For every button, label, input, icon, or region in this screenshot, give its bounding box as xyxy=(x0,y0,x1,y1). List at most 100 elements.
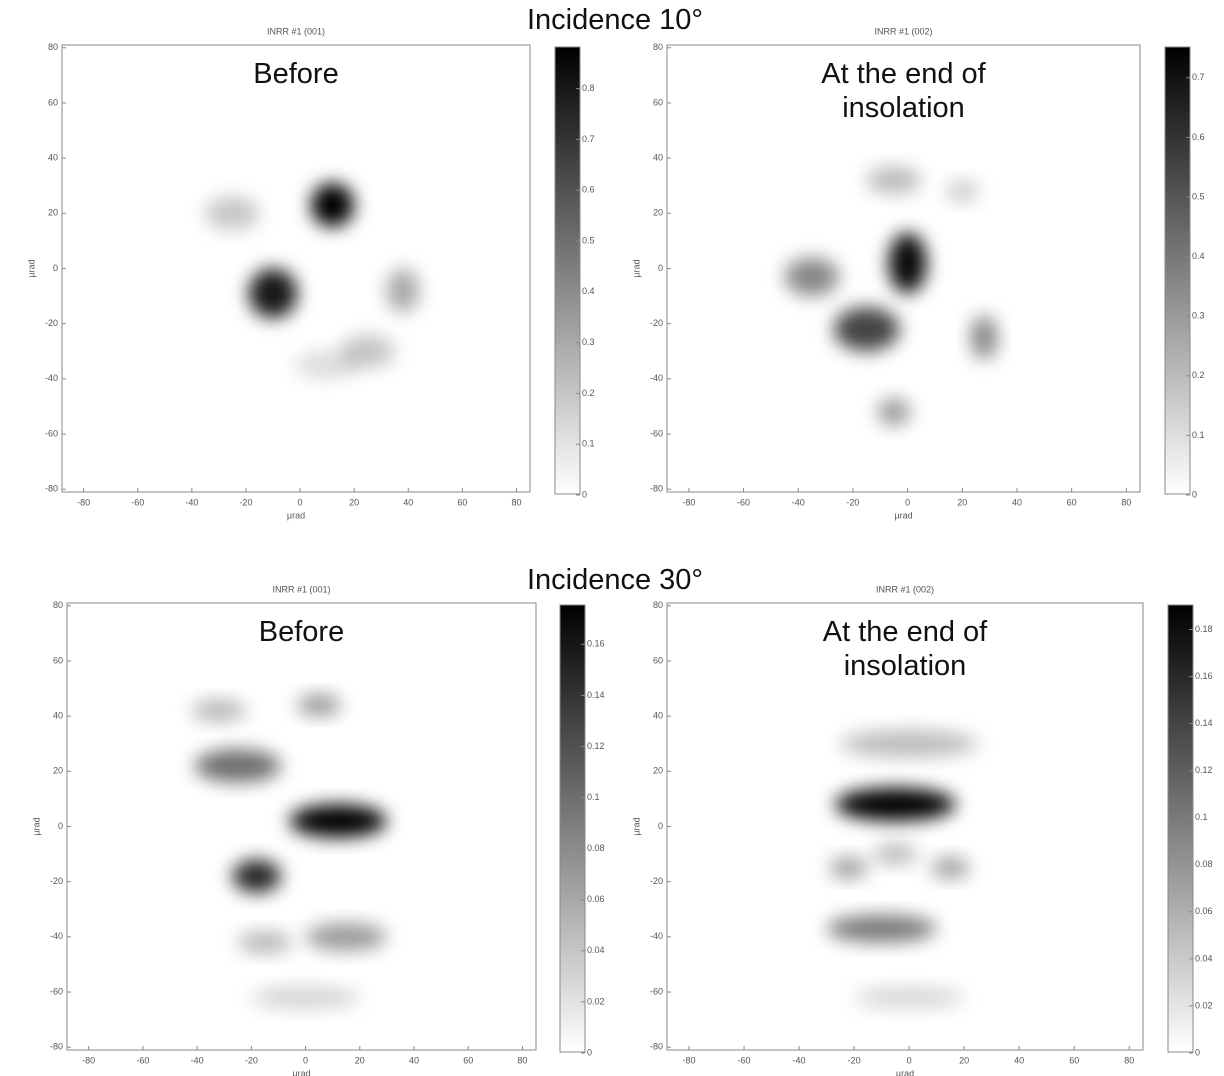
x-tick-label: -20 xyxy=(848,1055,861,1065)
colorbar xyxy=(559,604,586,1053)
colorbar-tick-label: 0.18 xyxy=(1195,624,1213,634)
x-tick-label: 20 xyxy=(957,497,967,507)
y-tick-label: 20 xyxy=(653,208,663,218)
y-tick-label: 20 xyxy=(653,766,663,776)
y-tick-label: -60 xyxy=(650,428,663,438)
x-axis-label: µrad xyxy=(287,510,305,520)
colorbar-tick-label: 0.4 xyxy=(582,286,595,296)
intensity-peak xyxy=(877,398,911,426)
y-axis-label: µrad xyxy=(31,817,41,835)
chart-title: INRR #1 (002) xyxy=(876,584,934,594)
colorbar-tick-label: 0.08 xyxy=(1195,859,1213,869)
y-tick-label: -80 xyxy=(650,484,663,494)
y-tick-label: -40 xyxy=(650,931,663,941)
chart-title: INRR #1 (001) xyxy=(272,584,330,594)
colorbar-tick-label: 0.08 xyxy=(587,843,605,853)
colorbar-tick-label: 0.7 xyxy=(582,134,595,144)
annotation: At the end of insolation xyxy=(822,616,988,682)
y-tick-label: 40 xyxy=(53,711,63,721)
y-tick-label: 80 xyxy=(48,42,58,52)
x-tick-label: 40 xyxy=(403,497,413,507)
y-tick-label: -20 xyxy=(45,318,58,328)
intensity-peak xyxy=(945,180,979,203)
colorbar-tick-label: 0.1 xyxy=(582,439,595,449)
x-tick-label: -40 xyxy=(185,497,198,507)
x-tick-label: 80 xyxy=(1121,497,1131,507)
x-tick-label: -60 xyxy=(737,497,750,507)
y-tick-label: -40 xyxy=(650,373,663,383)
x-tick-label: 80 xyxy=(517,1055,527,1065)
colorbar-tick-label: 0.1 xyxy=(1195,812,1208,822)
plot-area xyxy=(62,45,530,492)
intensity-peak xyxy=(784,257,840,297)
colorbar-tick-label: 0.04 xyxy=(587,945,605,955)
y-tick-label: 20 xyxy=(48,208,58,218)
annotation: Before xyxy=(258,616,345,648)
x-tick-label: 0 xyxy=(298,497,303,507)
x-tick-label: 60 xyxy=(457,497,467,507)
x-axis-label: µrad xyxy=(896,1068,914,1076)
x-tick-label: 60 xyxy=(1069,1055,1079,1065)
colorbar-tick-label: 0.8 xyxy=(582,83,595,93)
intensity-peak xyxy=(834,787,956,821)
intensity-peak xyxy=(829,856,868,879)
intensity-peak xyxy=(248,268,298,319)
y-tick-label: 40 xyxy=(653,711,663,721)
y-tick-label: 0 xyxy=(53,263,58,273)
x-tick-label: -80 xyxy=(683,1055,696,1065)
y-tick-label: 0 xyxy=(658,263,663,273)
intensity-peak xyxy=(297,694,341,717)
colorbar-tick-label: 0 xyxy=(1195,1047,1200,1057)
x-tick-label: 40 xyxy=(1012,497,1022,507)
y-tick-label: -40 xyxy=(45,373,58,383)
y-tick-label: 40 xyxy=(653,153,663,163)
intensity-peak xyxy=(888,232,927,294)
x-tick-label: 0 xyxy=(907,1055,912,1065)
x-tick-label: 60 xyxy=(463,1055,473,1065)
colorbar xyxy=(554,46,581,495)
x-tick-label: -80 xyxy=(77,497,90,507)
y-tick-label: 40 xyxy=(48,153,58,163)
intensity-peak xyxy=(840,729,978,758)
x-tick-label: 20 xyxy=(349,497,359,507)
row-title: Incidence 10° xyxy=(526,4,704,36)
y-tick-label: -40 xyxy=(50,931,63,941)
y-tick-label: -60 xyxy=(650,986,663,996)
x-tick-label: 40 xyxy=(1014,1055,1024,1065)
intensity-peak xyxy=(866,166,922,194)
x-tick-label: -80 xyxy=(682,497,695,507)
y-tick-label: 60 xyxy=(48,97,58,107)
intensity-peak xyxy=(237,931,293,954)
y-tick-label: 0 xyxy=(658,821,663,831)
intensity-peak xyxy=(873,843,918,866)
x-tick-label: -40 xyxy=(793,1055,806,1065)
y-tick-label: -80 xyxy=(45,484,58,494)
x-tick-label: -60 xyxy=(738,1055,751,1065)
intensity-peak xyxy=(289,804,387,838)
y-axis-label: µrad xyxy=(631,259,641,277)
colorbar-tick-label: 0 xyxy=(582,489,587,499)
y-axis-label: µrad xyxy=(26,259,36,277)
colorbar xyxy=(1167,604,1194,1053)
x-tick-label: 0 xyxy=(905,497,910,507)
y-tick-label: -20 xyxy=(650,318,663,328)
x-tick-label: -40 xyxy=(191,1055,204,1065)
colorbar-tick-label: 0.2 xyxy=(582,388,595,398)
peaks xyxy=(191,694,387,1009)
colorbar-tick-label: 0.16 xyxy=(587,639,605,649)
colorbar-tick-label: 0.12 xyxy=(587,741,605,751)
plot-area xyxy=(667,603,1143,1050)
intensity-peak xyxy=(305,923,387,951)
x-tick-label: -20 xyxy=(846,497,859,507)
x-tick-label: -60 xyxy=(136,1055,149,1065)
x-tick-label: -20 xyxy=(239,497,252,507)
colorbar-tick-label: 0.3 xyxy=(1192,311,1205,321)
y-tick-label: -20 xyxy=(50,876,63,886)
colorbar-tick-label: 0.14 xyxy=(587,690,605,700)
colorbar-tick-label: 0.1 xyxy=(1192,430,1205,440)
intensity-peak xyxy=(251,986,360,1009)
colorbar-tick-label: 0.06 xyxy=(1195,906,1213,916)
x-tick-label: -80 xyxy=(82,1055,95,1065)
annotation: At the end of insolation xyxy=(821,58,986,124)
colorbar-tick-label: 0.16 xyxy=(1195,671,1213,681)
